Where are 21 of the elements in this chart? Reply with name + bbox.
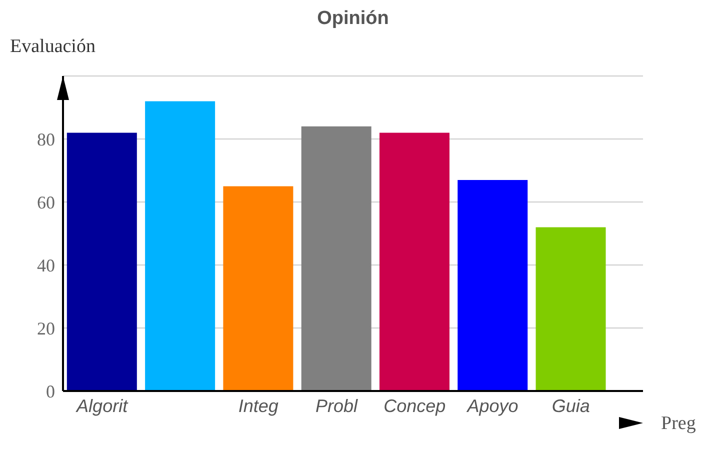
bar [145,101,216,391]
y-tick-label: 80 [37,129,55,150]
bar [458,180,528,391]
bar [223,186,294,391]
y-tick-label: 20 [37,318,55,338]
x-axis-title: Preg [661,413,696,434]
x-tick-label: Integ [238,396,278,416]
bar [379,132,450,391]
bar [536,227,606,391]
x-tick-label: Algorit [76,396,129,416]
x-tick-label: Concep [384,396,446,416]
x-tick-label: Guia [552,396,590,416]
chart-title: Opinión [317,8,389,29]
y-tick-label: 60 [37,192,55,212]
y-tick-label: 40 [37,255,55,276]
x-tick-label: Probl [315,396,359,416]
x-tick-label: Apoyo [466,396,518,416]
bar [301,126,372,391]
y-axis-title: Evaluación [10,36,96,57]
y-tick-label: 0 [46,381,55,402]
bar [66,132,137,391]
